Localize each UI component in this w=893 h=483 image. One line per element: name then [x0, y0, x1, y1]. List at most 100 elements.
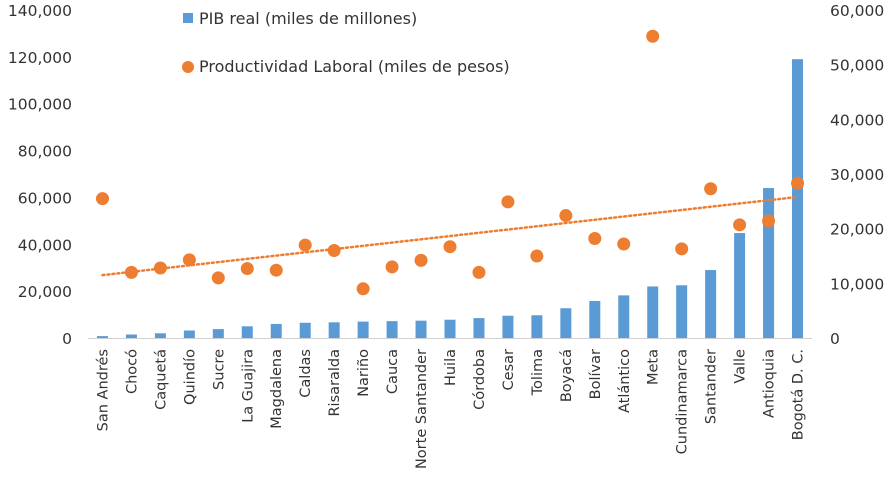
productividad-point	[153, 261, 167, 275]
pib-bar	[502, 315, 514, 338]
productividad-point	[501, 195, 515, 209]
x-category-label: Risaralda	[327, 349, 343, 417]
pib-bars	[96, 59, 804, 338]
pib-bar	[183, 330, 195, 338]
legend-label-productividad: Productividad Laboral (miles de pesos)	[199, 57, 510, 76]
productividad-point	[356, 282, 370, 296]
pib-bar	[734, 233, 746, 338]
pib-bar	[96, 336, 108, 338]
pib-bar	[241, 326, 253, 338]
x-category-label: San Andrés	[95, 349, 111, 431]
x-category-label: Huila	[443, 349, 459, 386]
y-left-tick-label: 120,000	[8, 49, 72, 67]
y-left-tick-label: 40,000	[18, 236, 72, 254]
productividad-point	[530, 249, 544, 263]
y-right-tick-label: 20,000	[830, 221, 884, 239]
y-right-tick-label: 60,000	[830, 2, 884, 20]
legend: PIB real (miles de millones) Productivid…	[182, 9, 510, 76]
pib-bar	[328, 322, 340, 338]
x-category-label: La Guajira	[240, 349, 256, 423]
pib-bar	[154, 333, 166, 338]
productividad-point	[124, 265, 138, 279]
x-category-label: Sucre	[211, 349, 227, 390]
productividad-point	[269, 263, 283, 277]
pib-bar	[386, 321, 398, 338]
y-right-tick-label: 50,000	[830, 57, 884, 75]
productividad-point	[588, 232, 602, 246]
productividad-point	[211, 271, 225, 285]
productividad-point	[617, 237, 631, 251]
y-left-tick-label: 80,000	[18, 143, 72, 161]
y-left-tick-label: 140,000	[8, 2, 72, 20]
y-left-tick-label: 100,000	[8, 96, 72, 114]
x-category-label: Nariño	[356, 349, 372, 397]
productividad-point	[762, 214, 776, 228]
x-category-label: Caquetá	[153, 349, 169, 410]
legend-marker-pib	[183, 13, 193, 23]
productividad-point	[646, 29, 660, 43]
x-category-label: Tolima	[530, 349, 546, 396]
y-left-tick-label: 0	[62, 330, 72, 348]
left-axis: 0 20,000 40,000 60,000 80,000 100,000 120,000 1…	[8, 2, 72, 348]
productividad-point	[472, 265, 486, 279]
productividad-point	[704, 182, 718, 196]
x-category-label: Magdalena	[269, 349, 285, 429]
productividad-point	[414, 253, 428, 267]
x-category-label: Atlántico	[617, 349, 633, 413]
productividad-points	[95, 29, 805, 296]
productividad-point	[733, 218, 747, 232]
productividad-point	[385, 260, 399, 274]
x-category-label: Cesar	[501, 349, 517, 390]
pib-bar	[212, 329, 224, 338]
y-right-tick-label: 30,000	[830, 166, 884, 184]
pib-bar	[676, 285, 688, 338]
pib-bar	[618, 295, 630, 338]
pib-bar	[299, 322, 311, 338]
pib-bar	[444, 319, 456, 338]
pib-bar	[792, 59, 804, 338]
pib-bar	[270, 323, 282, 338]
legend-marker-productividad	[182, 61, 194, 73]
category-labels: San Andrés Chocó Caquetá Quindío Sucre La Gua…	[95, 349, 806, 469]
right-axis: 0 10,000 20,000 30,000 40,000 50,000 60,000	[830, 2, 884, 348]
x-category-label: Meta	[646, 349, 662, 385]
productividad-point	[675, 242, 689, 256]
x-category-label: Boyacá	[559, 349, 575, 402]
pib-bar	[125, 334, 137, 338]
trendline	[101, 195, 799, 277]
productividad-point	[95, 192, 109, 206]
pib-bar	[763, 188, 775, 338]
productividad-point	[182, 253, 196, 267]
x-category-label: Cundinamarca	[675, 349, 691, 454]
y-right-tick-label: 0	[830, 330, 840, 348]
pib-bar	[589, 300, 601, 338]
pib-bar	[415, 320, 427, 338]
y-left-tick-label: 20,000	[18, 283, 72, 301]
x-category-label: Antioquia	[762, 349, 778, 418]
productividad-point	[298, 238, 312, 252]
pib-bar	[560, 308, 572, 338]
x-category-label: Quindío	[182, 349, 198, 405]
x-category-label: Cauca	[385, 349, 401, 394]
x-category-label: Bogotá D. C.	[791, 349, 807, 440]
y-left-tick-label: 60,000	[18, 189, 72, 207]
productividad-point	[559, 209, 573, 223]
y-right-tick-label: 40,000	[830, 111, 884, 129]
productividad-point	[443, 240, 457, 254]
x-category-label: Caldas	[298, 349, 314, 398]
pib-bar	[647, 286, 659, 338]
y-right-tick-label: 10,000	[830, 275, 884, 293]
pib-bar	[357, 321, 369, 338]
x-category-label: Chocó	[124, 349, 140, 394]
x-category-label: Córdoba	[472, 349, 488, 410]
pib-bar	[473, 318, 485, 338]
x-category-label: Norte Santander	[414, 349, 430, 469]
productividad-point	[327, 244, 341, 258]
x-category-label: Bolívar	[588, 349, 604, 399]
x-category-label: Santander	[704, 349, 720, 424]
legend-label-pib: PIB real (miles de millones)	[199, 9, 417, 28]
pib-bar	[531, 315, 543, 338]
productividad-point	[791, 176, 805, 190]
x-category-label: Valle	[733, 349, 749, 384]
